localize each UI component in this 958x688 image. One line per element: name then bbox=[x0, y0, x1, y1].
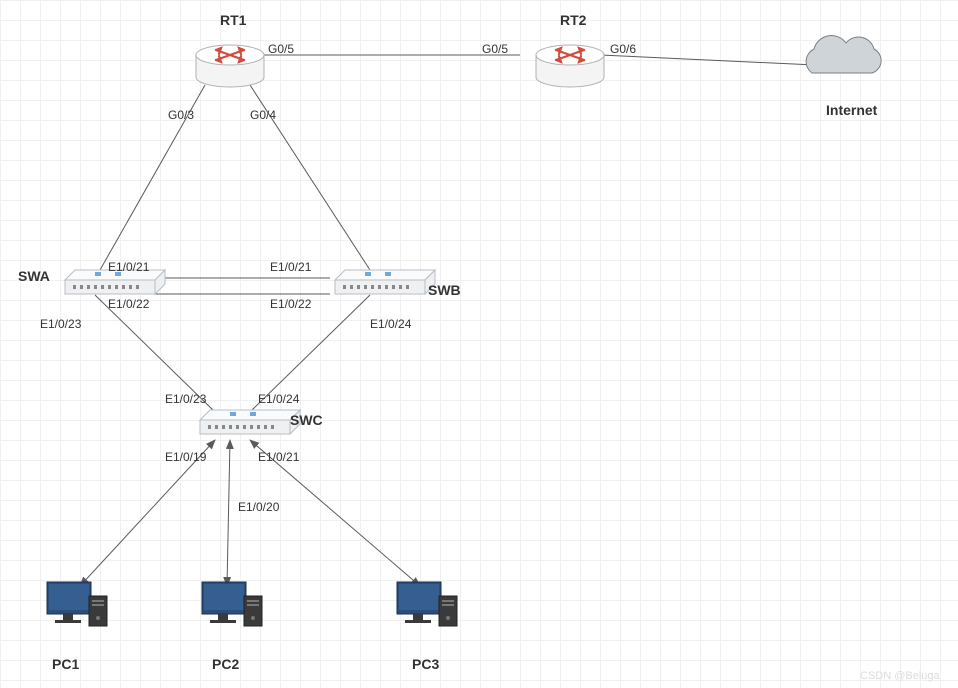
node-label-pc3: PC3 bbox=[412, 656, 439, 672]
node-label-swb: SWB bbox=[428, 282, 461, 298]
port-label-8: E1/0/22 bbox=[270, 297, 311, 311]
port-label-5: E1/0/21 bbox=[108, 260, 149, 274]
diagram-svg bbox=[0, 0, 958, 688]
node-label-swc: SWC bbox=[290, 412, 323, 428]
port-label-2: G0/6 bbox=[610, 42, 636, 56]
port-label-15: E1/0/20 bbox=[238, 500, 279, 514]
node-label-pc2: PC2 bbox=[212, 656, 239, 672]
nodes bbox=[47, 36, 881, 626]
port-label-13: E1/0/19 bbox=[165, 450, 206, 464]
node-label-internet: Internet bbox=[826, 102, 877, 118]
port-label-9: E1/0/23 bbox=[40, 317, 81, 331]
diagram-canvas: RT1 RT2 Internet SWA SWB SWC PC1 PC2 PC3 G0/5 G0/5… bbox=[0, 0, 958, 688]
port-label-7: E1/0/22 bbox=[108, 297, 149, 311]
node-label-swa: SWA bbox=[18, 268, 50, 284]
port-label-1: G0/5 bbox=[482, 42, 508, 56]
port-label-4: G0/4 bbox=[250, 108, 276, 122]
port-label-6: E1/0/21 bbox=[270, 260, 311, 274]
port-label-11: E1/0/23 bbox=[165, 392, 206, 406]
edges bbox=[80, 55, 815, 586]
node-label-rt2: RT2 bbox=[560, 12, 586, 28]
watermark: CSDN @Beluga bbox=[860, 670, 940, 682]
port-label-0: G0/5 bbox=[268, 42, 294, 56]
node-label-rt1: RT1 bbox=[220, 12, 246, 28]
port-label-10: E1/0/24 bbox=[370, 317, 411, 331]
node-label-pc1: PC1 bbox=[52, 656, 79, 672]
port-label-14: E1/0/21 bbox=[258, 450, 299, 464]
port-label-3: G0/3 bbox=[168, 108, 194, 122]
port-label-12: E1/0/24 bbox=[258, 392, 299, 406]
